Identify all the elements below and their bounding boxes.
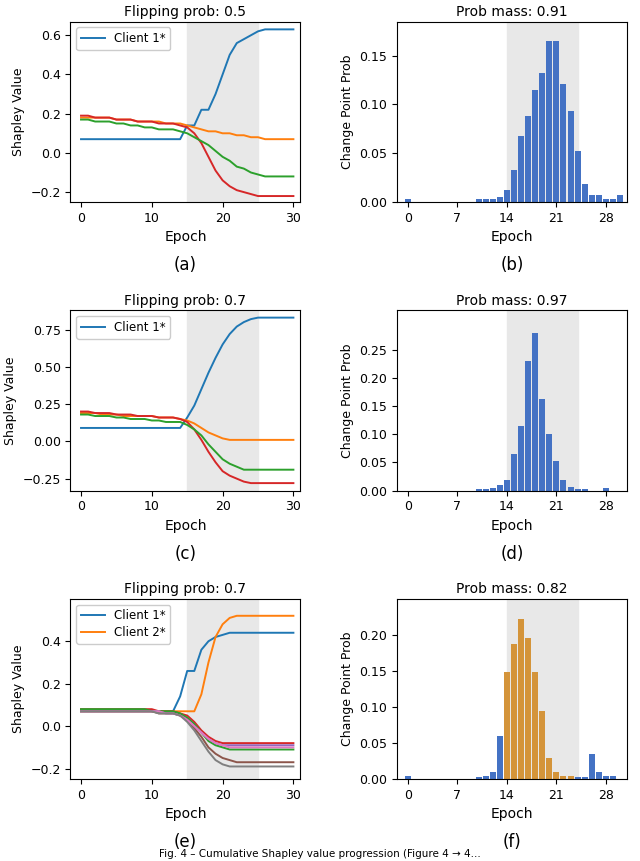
Bar bbox=[610, 776, 616, 779]
Bar bbox=[554, 461, 559, 491]
Bar bbox=[518, 619, 524, 779]
Bar bbox=[603, 776, 609, 779]
Bar bbox=[596, 772, 602, 779]
X-axis label: Epoch: Epoch bbox=[491, 519, 533, 533]
Bar bbox=[582, 184, 588, 202]
Bar bbox=[483, 776, 488, 779]
Bar bbox=[490, 772, 496, 779]
Bar bbox=[547, 434, 552, 491]
Bar bbox=[603, 487, 609, 491]
Bar bbox=[483, 489, 488, 491]
Title: Flipping prob: 0.5: Flipping prob: 0.5 bbox=[124, 5, 246, 19]
Bar bbox=[532, 672, 538, 779]
Bar bbox=[603, 199, 609, 202]
Y-axis label: Shapley Value: Shapley Value bbox=[12, 67, 25, 156]
Bar bbox=[582, 489, 588, 491]
Bar bbox=[547, 41, 552, 202]
Title: Flipping prob: 0.7: Flipping prob: 0.7 bbox=[124, 582, 246, 597]
Bar bbox=[568, 776, 573, 779]
Text: (b): (b) bbox=[500, 256, 524, 274]
Bar bbox=[540, 399, 545, 491]
Bar bbox=[575, 489, 580, 491]
Bar bbox=[504, 672, 510, 779]
Bar bbox=[575, 777, 580, 779]
Bar bbox=[617, 195, 623, 202]
Bar bbox=[497, 736, 503, 779]
Bar bbox=[188, 598, 258, 779]
X-axis label: Epoch: Epoch bbox=[164, 230, 207, 245]
Bar bbox=[497, 197, 503, 202]
Bar bbox=[561, 84, 566, 202]
Bar bbox=[554, 41, 559, 202]
Bar bbox=[532, 332, 538, 491]
Y-axis label: Shapley Value: Shapley Value bbox=[4, 356, 17, 444]
Text: (e): (e) bbox=[174, 833, 197, 852]
Bar bbox=[497, 485, 503, 491]
Legend: Client 1*, Client 2*: Client 1*, Client 2* bbox=[76, 604, 170, 644]
Text: Fig. 4 – Cumulative Shapley value progression (Figure 4 → 4...: Fig. 4 – Cumulative Shapley value progre… bbox=[159, 849, 481, 858]
Bar bbox=[188, 310, 258, 491]
Bar bbox=[504, 190, 510, 202]
Bar bbox=[540, 73, 545, 202]
X-axis label: Epoch: Epoch bbox=[491, 230, 533, 245]
Y-axis label: Change Point Prob: Change Point Prob bbox=[341, 632, 354, 746]
Text: (c): (c) bbox=[175, 545, 196, 563]
Bar bbox=[404, 776, 411, 779]
Legend: Client 1*: Client 1* bbox=[76, 28, 170, 50]
Bar bbox=[596, 195, 602, 202]
Bar bbox=[504, 480, 510, 491]
Bar bbox=[532, 90, 538, 202]
Bar bbox=[518, 425, 524, 491]
Bar bbox=[554, 772, 559, 779]
Title: Prob mass: 0.97: Prob mass: 0.97 bbox=[456, 294, 568, 307]
Y-axis label: Shapley Value: Shapley Value bbox=[12, 645, 25, 734]
Title: Prob mass: 0.91: Prob mass: 0.91 bbox=[456, 5, 568, 19]
Bar bbox=[610, 199, 616, 202]
Bar bbox=[511, 170, 517, 202]
Bar bbox=[404, 199, 411, 202]
Bar bbox=[483, 199, 488, 202]
Bar bbox=[540, 710, 545, 779]
Bar bbox=[518, 136, 524, 202]
Text: (f): (f) bbox=[503, 833, 522, 852]
Bar bbox=[507, 22, 578, 202]
Bar bbox=[561, 480, 566, 491]
Bar bbox=[507, 598, 578, 779]
Legend: Client 1*: Client 1* bbox=[76, 316, 170, 338]
Bar bbox=[476, 199, 481, 202]
Bar bbox=[511, 454, 517, 491]
Bar bbox=[561, 776, 566, 779]
Bar bbox=[490, 199, 496, 202]
Bar bbox=[490, 487, 496, 491]
Text: (d): (d) bbox=[500, 545, 524, 563]
Bar bbox=[589, 754, 595, 779]
Bar bbox=[525, 116, 531, 202]
Bar bbox=[476, 777, 481, 779]
Text: (a): (a) bbox=[174, 256, 197, 274]
Bar bbox=[589, 195, 595, 202]
Bar bbox=[511, 643, 517, 779]
Bar bbox=[476, 489, 481, 491]
X-axis label: Epoch: Epoch bbox=[164, 519, 207, 533]
Bar bbox=[188, 22, 258, 202]
Bar bbox=[568, 111, 573, 202]
Bar bbox=[525, 639, 531, 779]
X-axis label: Epoch: Epoch bbox=[491, 808, 533, 821]
Bar bbox=[547, 758, 552, 779]
Bar bbox=[568, 486, 573, 491]
Title: Prob mass: 0.82: Prob mass: 0.82 bbox=[456, 582, 568, 597]
Bar bbox=[507, 310, 578, 491]
Y-axis label: Change Point Prob: Change Point Prob bbox=[341, 344, 354, 457]
Y-axis label: Change Point Prob: Change Point Prob bbox=[341, 54, 354, 169]
Title: Flipping prob: 0.7: Flipping prob: 0.7 bbox=[124, 294, 246, 307]
Bar bbox=[575, 152, 580, 202]
Bar bbox=[525, 361, 531, 491]
X-axis label: Epoch: Epoch bbox=[164, 808, 207, 821]
Bar bbox=[582, 777, 588, 779]
